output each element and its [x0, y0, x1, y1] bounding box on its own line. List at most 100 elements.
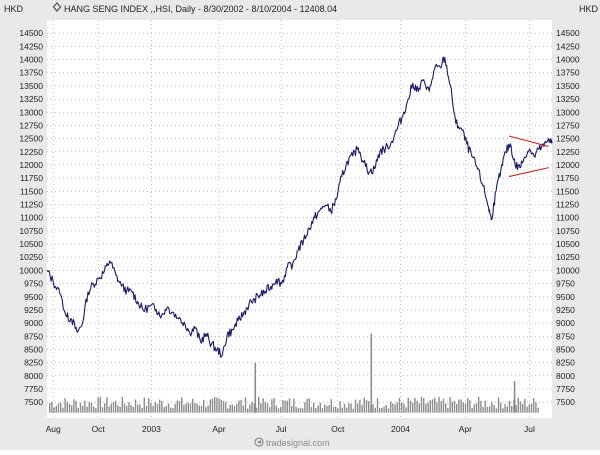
volume-bar [297, 408, 299, 413]
volume-bar [255, 407, 258, 413]
volume-bar [537, 407, 539, 413]
volume-bar [409, 400, 412, 413]
y-tick-label-right: 11250 [556, 200, 579, 210]
volume-bar [442, 398, 445, 413]
volume-bar [57, 403, 60, 413]
volume-layer [49, 333, 539, 413]
volume-bar [137, 404, 139, 413]
volume-bar [84, 400, 86, 413]
volume-bar [152, 405, 154, 413]
volume-bar [478, 396, 480, 413]
volume-bar [194, 403, 196, 413]
volume-bar [165, 406, 167, 413]
chart-title: HANG SENG INDEX ,,HSI, Daily - 8/30/2002… [64, 4, 337, 14]
plot-area [47, 20, 552, 418]
x-tick-label: Apr [459, 424, 472, 434]
volume-bar [253, 403, 255, 413]
volume-spike [370, 333, 373, 413]
y-tick-label-left: 11250 [20, 200, 43, 210]
volume-bar [473, 404, 475, 413]
volume-bar [214, 397, 216, 413]
volume-bar [464, 403, 467, 413]
y-tick-label-right: 13500 [556, 81, 580, 91]
y-tick-label-right: 9250 [556, 305, 575, 315]
volume-bar [337, 408, 339, 413]
volume-bar [407, 397, 409, 413]
volume-bar [280, 406, 282, 413]
price-layer [46, 56, 553, 358]
volume-bar [504, 404, 506, 413]
volume-bar [315, 408, 317, 413]
x-tick-label: 2004 [391, 424, 410, 434]
volume-bar [339, 401, 341, 413]
volume-bar [299, 407, 302, 413]
volume-bar [119, 406, 121, 413]
volume-bar [71, 405, 73, 413]
volume-bar [75, 400, 77, 413]
volume-bar [383, 406, 385, 413]
volume-bar [396, 402, 398, 413]
volume-bar [106, 397, 108, 413]
volume-bar [319, 402, 321, 413]
volume-bar [183, 404, 185, 413]
volume-bar [247, 408, 249, 413]
volume-bar [115, 400, 117, 413]
y-tick-label-left: 14000 [19, 55, 43, 65]
volume-bar [218, 398, 220, 413]
y-tick-label-right: 12750 [556, 120, 580, 130]
y-tick-label-left: 8750 [24, 331, 43, 341]
y-tick-label-left: 11750 [20, 173, 43, 183]
volume-bar [53, 407, 55, 413]
volume-bar [68, 403, 71, 413]
volume-bar [429, 400, 431, 413]
volume-bar [484, 400, 486, 413]
volume-bar [260, 403, 262, 413]
volume-bar [387, 408, 390, 413]
volume-bar [363, 397, 365, 413]
volume-bar [216, 397, 218, 413]
volume-bar [403, 403, 405, 413]
volume-bar [134, 399, 137, 413]
volume-bar [423, 398, 425, 413]
volume-bar [258, 396, 260, 413]
y-tick-label-right: 9500 [556, 292, 575, 302]
x-tick-label: Apr [212, 424, 225, 434]
volume-bar [282, 400, 284, 413]
y-tick-label-right: 9750 [556, 279, 575, 289]
volume-bar [205, 407, 207, 413]
y-tick-label-right: 14000 [556, 55, 580, 65]
volume-bar [284, 400, 286, 413]
volume-bar [150, 403, 152, 413]
volume-bar [376, 398, 379, 413]
volume-bar [343, 403, 346, 413]
volume-bar [414, 397, 416, 413]
volume-bar [535, 401, 537, 413]
y-tick-label-left: 12500 [19, 134, 43, 144]
volume-bar [231, 404, 233, 413]
y-tick-label-left: 9750 [24, 279, 43, 289]
volume-bar [82, 405, 84, 413]
volume-bar [77, 407, 79, 413]
y-tick-label-right: 8500 [556, 344, 575, 354]
volume-bar [86, 406, 88, 413]
volume-bar [352, 408, 354, 413]
circle-arrow-icon [254, 437, 264, 447]
volume-bar [392, 403, 394, 413]
volume-bar [51, 401, 53, 413]
volume-bar [462, 402, 464, 413]
volume-bar [456, 404, 458, 413]
volume-bar [244, 397, 247, 413]
volume-bar [418, 403, 420, 413]
volume-bar [374, 407, 376, 413]
volume-bar [161, 400, 163, 413]
y-tick-label-left: 14500 [19, 28, 43, 38]
volume-bar [326, 405, 328, 413]
volume-bar [176, 400, 178, 413]
volume-bar [249, 404, 251, 413]
volume-bar [379, 407, 381, 413]
volume-bar [524, 398, 526, 413]
y-tick-label-right: 8000 [556, 371, 575, 381]
volume-bar [398, 397, 401, 413]
